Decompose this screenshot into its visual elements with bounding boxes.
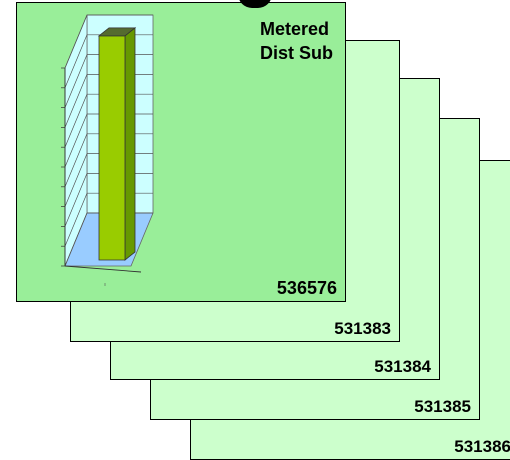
- chart-bar-top: [97, 27, 137, 37]
- meter-card-536576[interactable]: Metered Dist Sub 536576: [16, 2, 346, 302]
- chart-gridline: [64, 153, 88, 207]
- chart-bar-side: [124, 27, 136, 261]
- meter-id-label: 531384: [374, 357, 431, 376]
- chart-category-axis: [64, 265, 142, 273]
- partial-title-glyph: [238, 0, 272, 8]
- meter-title-line2: Dist Sub: [259, 43, 333, 63]
- meter-id-label: 531383: [334, 319, 391, 338]
- meter-id-label: 536576: [276, 278, 337, 298]
- meter-id-label: 531385: [414, 397, 471, 416]
- chart-gridline: [64, 173, 88, 227]
- chart-gridline: [64, 133, 88, 187]
- chart-bar: [98, 35, 126, 261]
- chart-gridline: [64, 113, 88, 168]
- meter-title: Metered Dist Sub: [260, 17, 333, 65]
- chart-gridline: [64, 212, 88, 267]
- meter-title-line1: Metered: [259, 19, 330, 39]
- meter-bar-chart: [61, 14, 154, 286]
- chart-gridline: [64, 14, 88, 69]
- chart-gridline: [64, 74, 88, 128]
- chart-gridline: [64, 94, 88, 148]
- chart-gridline: [64, 193, 88, 247]
- chart-gridline: [64, 34, 88, 88]
- chart-gridline: [64, 54, 88, 108]
- meter-id-label: 531386: [454, 437, 510, 456]
